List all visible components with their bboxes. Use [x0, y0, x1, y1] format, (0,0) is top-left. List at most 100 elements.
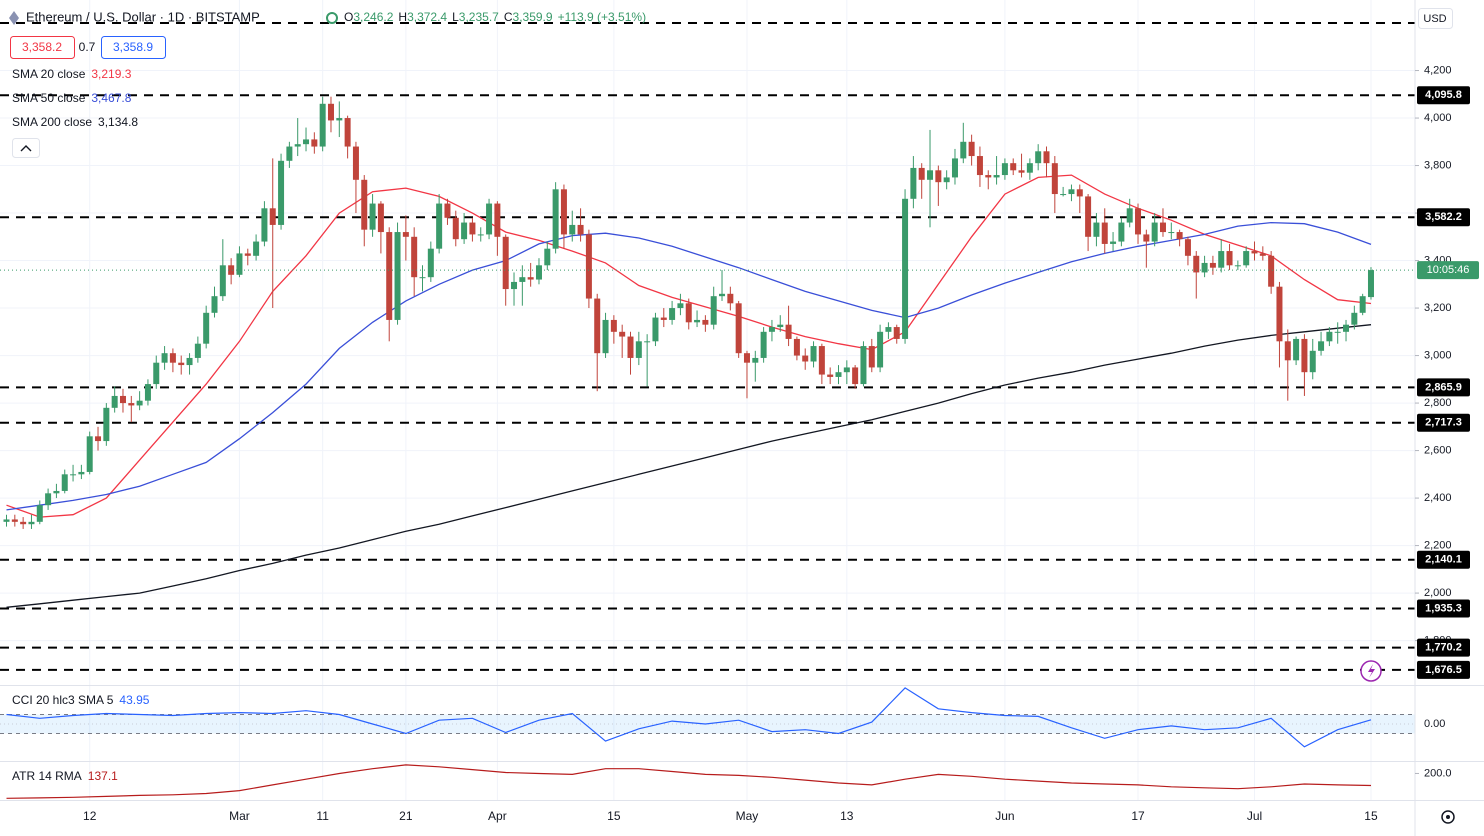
legend-name: SMA 200 close: [12, 115, 92, 129]
levels: [0, 22, 1415, 671]
candle-body: [993, 175, 1000, 178]
candle-body: [885, 327, 892, 332]
candle-body: [735, 303, 742, 354]
panels: [0, 687, 1415, 799]
sell-button[interactable]: [10, 36, 75, 59]
candle-body: [11, 519, 18, 522]
y-tick-label: 4,000: [1424, 112, 1452, 124]
candle-body: [893, 327, 900, 339]
candle-body: [86, 436, 93, 472]
candle-body: [619, 331, 626, 337]
candle-body: [785, 324, 792, 339]
candle-body: [818, 346, 825, 375]
candle-body: [1367, 270, 1374, 298]
candle-body: [802, 355, 809, 362]
candle-body: [752, 357, 759, 363]
countdown-box: [1417, 261, 1479, 280]
sell-price[interactable]: 3,358.2: [22, 40, 62, 54]
candle-body: [1093, 222, 1100, 237]
ohlc-value: 3,246.2: [353, 10, 393, 24]
candle-body: [527, 277, 534, 280]
candle-body: [494, 203, 501, 237]
level-label: 2,865.9: [1425, 381, 1462, 393]
ohlc-legend: O3,246.2 H3,372.4 L3,235.7 C3,359.9 +113.9 (…: [344, 10, 646, 24]
candle-body: [161, 353, 168, 363]
level-label-box: [1417, 413, 1470, 432]
candle-body: [1143, 234, 1150, 242]
candle-body: [394, 232, 401, 320]
ohlc-value: 3,359.9: [513, 10, 553, 24]
candle-body: [153, 362, 160, 385]
candle-body: [1176, 232, 1183, 240]
candle-body: [1168, 232, 1175, 234]
x-tick-label: Apr: [488, 809, 507, 823]
level-label: 2,717.3: [1425, 417, 1462, 429]
candle-body: [178, 362, 185, 366]
y-tick-label: 200.0: [1424, 767, 1452, 779]
candle-body: [1151, 222, 1158, 242]
candle-body: [1301, 338, 1308, 373]
collapse-icon: [20, 145, 32, 152]
candle-body: [1234, 265, 1241, 267]
currency-button[interactable]: [1418, 8, 1453, 29]
candle-body: [136, 400, 143, 406]
level-label-box: [1417, 638, 1470, 657]
legend-value: 137.1: [88, 769, 118, 783]
legend-name: SMA 20 close: [12, 67, 86, 81]
y-tick-label: 2,600: [1424, 444, 1452, 456]
candle-body: [327, 103, 334, 121]
level-label: 1,935.3: [1425, 602, 1462, 614]
buy-price[interactable]: 3,358.9: [113, 40, 153, 54]
candle-body: [976, 156, 983, 176]
candle-body: [477, 234, 484, 236]
buy-button[interactable]: [101, 36, 166, 59]
legend-entry: SMA 20 close 3,219.3: [12, 67, 132, 81]
ohlc-key: H: [398, 10, 407, 24]
candle-body: [469, 222, 476, 235]
candle-body: [344, 118, 351, 147]
candle-body: [1051, 163, 1058, 195]
candle-body: [569, 224, 576, 235]
collapse-button[interactable]: [12, 138, 40, 158]
x-tick-label: 21: [399, 809, 413, 823]
candle-body: [194, 343, 201, 358]
candle-body: [103, 407, 110, 442]
candle-body: [203, 312, 210, 344]
candle-body: [28, 521, 35, 525]
candle-body: [918, 167, 925, 180]
candle-body: [544, 248, 551, 266]
candle-body: [1351, 312, 1358, 325]
candle-body: [1309, 350, 1316, 373]
grid: [0, 0, 1415, 800]
candle-body: [1318, 341, 1325, 351]
candle-body: [868, 346, 875, 368]
settings-icon[interactable]: [1441, 810, 1455, 824]
level-label: 4,095.8: [1425, 89, 1462, 101]
candle-body: [61, 474, 68, 491]
market-status[interactable]: [326, 12, 338, 24]
candle-body: [311, 139, 318, 147]
y-tick-label: 2,800: [1424, 397, 1452, 409]
candle-body: [1110, 241, 1117, 244]
candle-body: [36, 505, 43, 522]
candle-body: [910, 167, 917, 199]
candle-body: [1243, 251, 1250, 266]
candle-body: [669, 308, 676, 320]
candle-body: [602, 319, 609, 354]
candle-body: [278, 160, 285, 225]
candle-body: [943, 177, 950, 183]
x-tick-label: 15: [1364, 809, 1378, 823]
ohlc-key: L: [452, 10, 459, 24]
candle-body: [452, 217, 459, 240]
candle-body: [877, 331, 884, 368]
candle-body: [519, 277, 526, 282]
candle-body: [768, 327, 775, 332]
level-label-box: [1417, 599, 1470, 618]
candle-body: [1276, 286, 1283, 342]
level-label-box: [1417, 208, 1470, 227]
candle-body: [1068, 189, 1075, 195]
candle-body: [444, 203, 451, 218]
candle-body: [535, 265, 542, 280]
currency[interactable]: USD: [1423, 13, 1446, 25]
candle-body: [1193, 255, 1200, 273]
